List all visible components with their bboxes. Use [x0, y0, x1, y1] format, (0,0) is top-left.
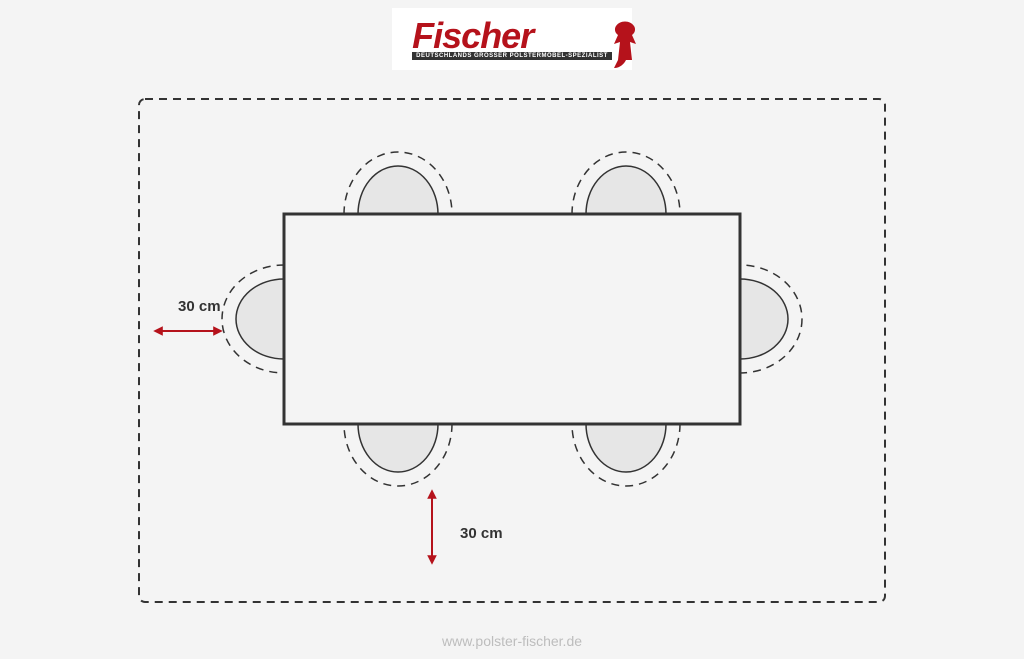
table — [284, 214, 740, 424]
rug-sizing-diagram: 30 cm 30 cm — [0, 0, 1024, 659]
footer-url: www.polster-fischer.de — [442, 633, 582, 649]
measurement-label: 30 cm — [178, 298, 221, 315]
measurement-label: 30 cm — [460, 525, 503, 542]
